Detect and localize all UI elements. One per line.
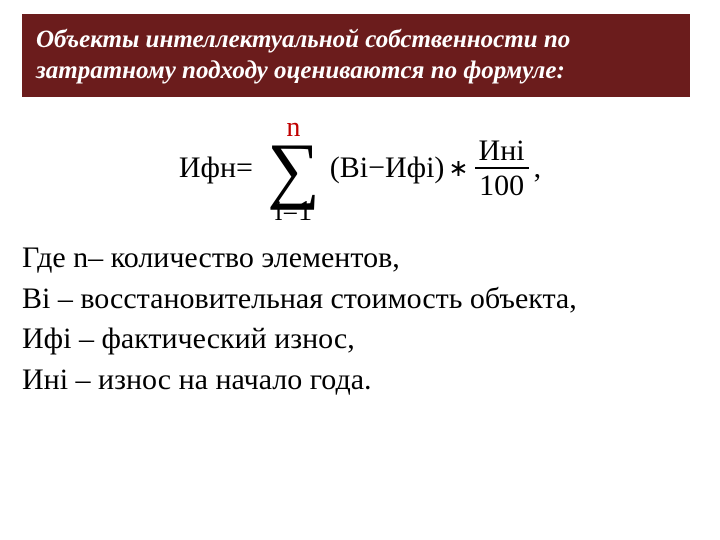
- slide-title: Объекты интеллектуальной собственности п…: [36, 26, 570, 84]
- title-box: Объекты интеллектуальной собственности п…: [22, 14, 690, 97]
- definitions-block: Где n– количество элементов, Вi – восста…: [22, 238, 698, 400]
- sum-lower-limit: i=1: [275, 198, 313, 226]
- paren-term: (Вi−Ифi): [330, 151, 445, 185]
- summation: n ∑ i=1: [267, 111, 320, 227]
- multiply-symbol: ∗: [448, 154, 468, 183]
- fraction-denominator: 100: [475, 170, 528, 202]
- definition-line: Инi – износ на начало года.: [22, 360, 698, 401]
- fraction: Инi 100: [475, 135, 529, 202]
- formula-lhs: Ифн=: [179, 151, 253, 185]
- fraction-numerator: Инi: [475, 135, 529, 167]
- definition-line: Где n– количество элементов,: [22, 238, 698, 279]
- formula-tail: ,: [534, 151, 542, 185]
- formula: Ифн= n ∑ i=1 (Вi−Ифi) ∗ Инi 100 ,: [22, 111, 698, 227]
- sigma-symbol: ∑: [267, 140, 320, 201]
- definition-line: Вi – восстановительная стоимость объекта…: [22, 279, 698, 320]
- definition-line: Ифi – фактический износ,: [22, 319, 698, 360]
- slide: Объекты интеллектуальной собственности п…: [0, 0, 720, 540]
